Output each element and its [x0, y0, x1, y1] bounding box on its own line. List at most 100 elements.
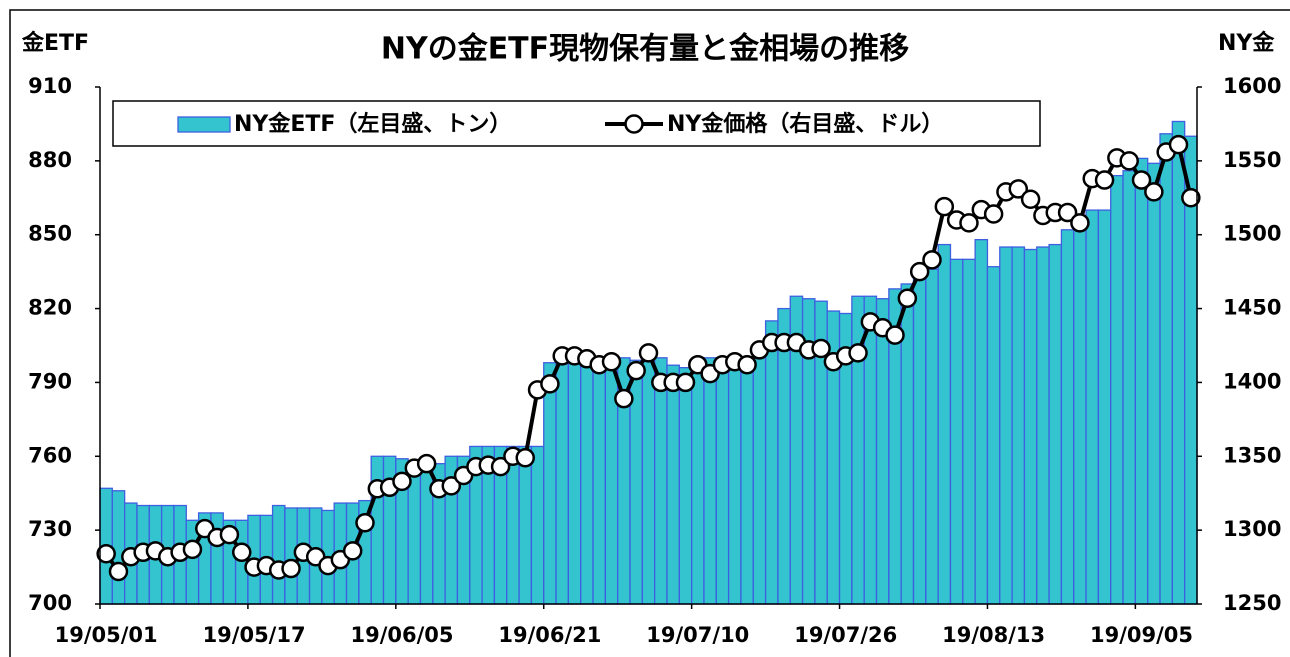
- x-tick-label: 19/08/13: [942, 623, 1045, 647]
- bar: [654, 357, 668, 605]
- chart-title: NYの金ETF現物保有量と金相場の推移: [381, 32, 909, 67]
- y2-tick-label: 1450: [1223, 296, 1281, 320]
- price-marker: [96, 544, 116, 564]
- price-marker: [638, 343, 659, 363]
- bar: [580, 354, 594, 605]
- bar: [949, 258, 964, 605]
- price-marker: [1070, 213, 1090, 233]
- legend-box: [112, 100, 1041, 147]
- bar: [703, 357, 717, 605]
- bar: [271, 504, 286, 605]
- price-marker: [515, 448, 535, 468]
- y-axis-label: 金ETF: [21, 30, 89, 56]
- bar: [666, 364, 680, 605]
- price-marker: [108, 561, 129, 582]
- bar: [370, 455, 385, 605]
- y2-tick-label: 1250: [1223, 591, 1281, 615]
- bar: [641, 357, 656, 605]
- bar: [764, 320, 779, 605]
- price-marker: [626, 360, 646, 381]
- y-tick-label: 910: [28, 74, 72, 98]
- bar: [1048, 243, 1063, 605]
- price-marker: [1008, 179, 1029, 199]
- y-tick-label: 820: [28, 296, 72, 320]
- bar: [752, 354, 767, 605]
- y-tick-label: 880: [28, 148, 72, 172]
- bar: [974, 238, 989, 605]
- bar: [555, 357, 570, 605]
- price-marker: [897, 288, 918, 308]
- price-marker: [540, 374, 560, 394]
- price-marker: [281, 558, 301, 579]
- y2-axis-label: NY金: [1218, 30, 1275, 56]
- legend-marker: [624, 114, 644, 134]
- x-tick-label: 19/06/21: [498, 623, 601, 647]
- bar: [962, 258, 976, 605]
- legend-label: NY金ETF（左目盛、トン）: [234, 111, 511, 137]
- price-marker: [934, 196, 955, 217]
- price-marker: [219, 524, 240, 545]
- price-marker: [392, 471, 412, 492]
- bar: [1073, 219, 1087, 605]
- price-marker: [182, 539, 203, 560]
- x-tick-label: 19/09/05: [1090, 623, 1193, 647]
- price-marker: [355, 513, 375, 533]
- bar: [912, 278, 927, 605]
- x-tick-label: 19/06/05: [350, 623, 453, 647]
- price-marker: [675, 372, 696, 393]
- bar: [937, 243, 952, 605]
- bar: [715, 357, 730, 605]
- price-marker: [1168, 134, 1189, 155]
- bar: [740, 357, 754, 605]
- bar: [925, 268, 939, 605]
- price-marker: [1094, 170, 1115, 190]
- price-marker: [983, 204, 1004, 224]
- bar: [518, 445, 533, 605]
- y2-tick-label: 1350: [1223, 443, 1281, 467]
- bar: [1011, 246, 1026, 605]
- bar: [1122, 170, 1137, 605]
- bar: [690, 369, 705, 605]
- bar: [1097, 209, 1112, 605]
- y2-tick-label: 1400: [1223, 369, 1281, 393]
- price-marker: [1144, 182, 1164, 202]
- price-marker: [490, 456, 511, 477]
- bar: [530, 445, 545, 605]
- bar: [1060, 229, 1075, 605]
- bar: [111, 490, 126, 605]
- price-marker: [811, 338, 831, 359]
- price-marker: [922, 250, 942, 270]
- price-marker: [231, 542, 252, 563]
- x-tick-label: 19/07/10: [646, 623, 749, 647]
- y2-tick-label: 1600: [1223, 74, 1281, 98]
- bar: [1159, 133, 1173, 605]
- x-tick-label: 19/05/01: [55, 623, 158, 647]
- bar: [1110, 174, 1124, 605]
- y2-tick-label: 1550: [1223, 148, 1281, 172]
- legend-label: NY金価格（右目盛、ドル）: [667, 111, 943, 137]
- price-marker: [959, 213, 979, 233]
- price-marker: [909, 261, 930, 282]
- bar: [1085, 209, 1100, 605]
- bar: [999, 246, 1013, 605]
- y2-tick-label: 1500: [1223, 222, 1281, 246]
- price-marker: [1131, 170, 1152, 190]
- bar: [1134, 157, 1149, 605]
- price-marker: [1181, 188, 1201, 208]
- x-tick-label: 19/07/26: [794, 623, 897, 647]
- y-tick-label: 790: [28, 369, 72, 393]
- price-marker: [601, 351, 622, 372]
- price-marker: [441, 476, 462, 496]
- price-marker: [342, 541, 363, 561]
- price-marker: [885, 325, 905, 345]
- bar: [678, 367, 693, 605]
- frame: [9, 9, 1290, 657]
- price-marker: [614, 388, 634, 409]
- bar: [543, 362, 557, 605]
- price-marker: [848, 343, 868, 363]
- y2-tick-label: 1300: [1223, 517, 1281, 541]
- price-marker: [737, 354, 757, 375]
- bar: [727, 357, 742, 605]
